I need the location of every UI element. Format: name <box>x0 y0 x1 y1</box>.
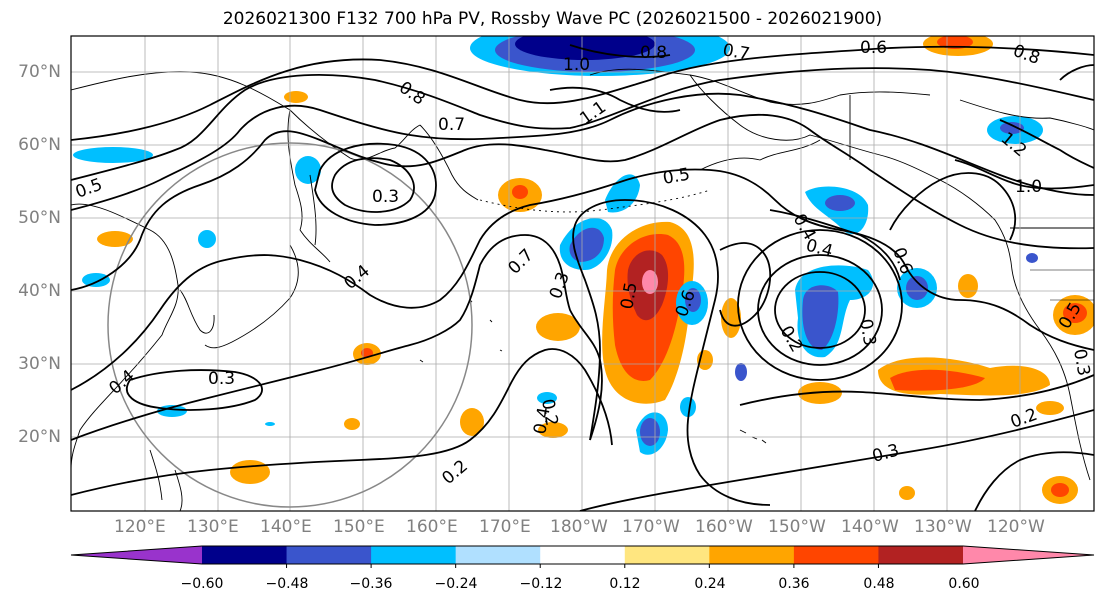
contour-label: 0.8 <box>640 43 667 63</box>
contour-label: 0.3 <box>870 441 901 467</box>
colorbar-extend-min <box>71 546 202 564</box>
lon-label: 140°E <box>260 517 312 537</box>
colorbar-swatch <box>540 546 626 564</box>
contour-label: 0.8 <box>1010 41 1042 69</box>
lat-label: 30°N <box>18 354 61 374</box>
lat-label: 20°N <box>18 427 61 447</box>
contour-label: 0.4 <box>340 261 374 294</box>
contour-label: 0.7 <box>438 115 465 135</box>
lon-label: 120°E <box>114 517 166 537</box>
colorbar-swatch <box>793 546 879 564</box>
contour-label: 0.5 <box>661 165 691 189</box>
reference-circle <box>107 142 473 508</box>
contour-label: 0.2 <box>1008 405 1040 433</box>
pv-contours <box>71 44 1094 511</box>
contour-label: 0.3 <box>208 369 235 389</box>
lon-label: 180°W <box>550 517 608 537</box>
colorbar <box>70 545 1095 568</box>
colorbar-outline <box>70 545 1095 565</box>
colorbar-swatch <box>371 546 457 564</box>
graticule <box>71 36 1094 511</box>
colorbar-tick: 0.48 <box>863 576 895 592</box>
lon-label: 130°E <box>187 517 239 537</box>
lon-label: 160°E <box>406 517 458 537</box>
lon-label: 140°W <box>841 517 899 537</box>
lat-label: 70°N <box>18 62 61 82</box>
coastlines <box>71 68 1094 511</box>
map-frame <box>70 35 1095 512</box>
lat-label: 40°N <box>18 281 61 301</box>
lon-label: 150°W <box>768 517 826 537</box>
contour-label: 0.2 <box>537 397 561 427</box>
colorbar-extend-max <box>963 546 1094 564</box>
contour-label: 0.3 <box>1069 347 1093 377</box>
contour-label: 0.2 <box>438 456 472 489</box>
colorbar-tick: 0.12 <box>609 576 641 592</box>
contour-label: 1.0 <box>563 55 590 75</box>
colorbar-tick: −0.12 <box>519 576 563 592</box>
contour-label: 1.0 <box>1015 177 1042 197</box>
colorbar-swatch <box>878 546 964 564</box>
colorbar-tick: 0.36 <box>778 576 810 592</box>
contour-label: 0.3 <box>855 317 879 347</box>
contour-label: 0.3 <box>546 269 574 301</box>
contour-label: 0.4 <box>530 406 554 436</box>
contour-label: 0.3 <box>372 187 399 207</box>
lon-label: 150°E <box>333 517 385 537</box>
colorbar-swatch <box>202 546 288 564</box>
contour-label: 0.8 <box>395 78 429 110</box>
colorbar-tick: −0.24 <box>434 576 478 592</box>
lat-label: 60°N <box>18 135 61 155</box>
colorbar-tick: 0.24 <box>694 576 726 592</box>
colorbar-swatch <box>286 546 372 564</box>
contour-label: 0.5 <box>617 281 641 311</box>
lon-label: 170°E <box>479 517 531 537</box>
colorbar-tick: −0.48 <box>265 576 309 592</box>
lat-label: 50°N <box>18 208 61 228</box>
contour-label: 0.4 <box>804 236 835 262</box>
colorbar-swatch <box>709 546 795 564</box>
lon-label: 170°W <box>622 517 680 537</box>
contour-label: 0.6 <box>860 38 887 58</box>
plot-title: 2026021300 F132 700 hPa PV, Rossby Wave … <box>222 9 883 29</box>
colorbar-swatch <box>624 546 710 564</box>
colorbar-tick: 0.60 <box>948 576 980 592</box>
colorbar-tick: −0.60 <box>180 576 224 592</box>
lon-label: 160°W <box>695 517 753 537</box>
pv-anomaly-shading <box>73 36 1094 504</box>
contour-label: 0.7 <box>721 40 751 64</box>
lon-label: 120°W <box>987 517 1045 537</box>
colorbar-swatch <box>455 546 541 564</box>
lon-label: 130°W <box>914 517 972 537</box>
colorbar-tick: −0.36 <box>349 576 393 592</box>
